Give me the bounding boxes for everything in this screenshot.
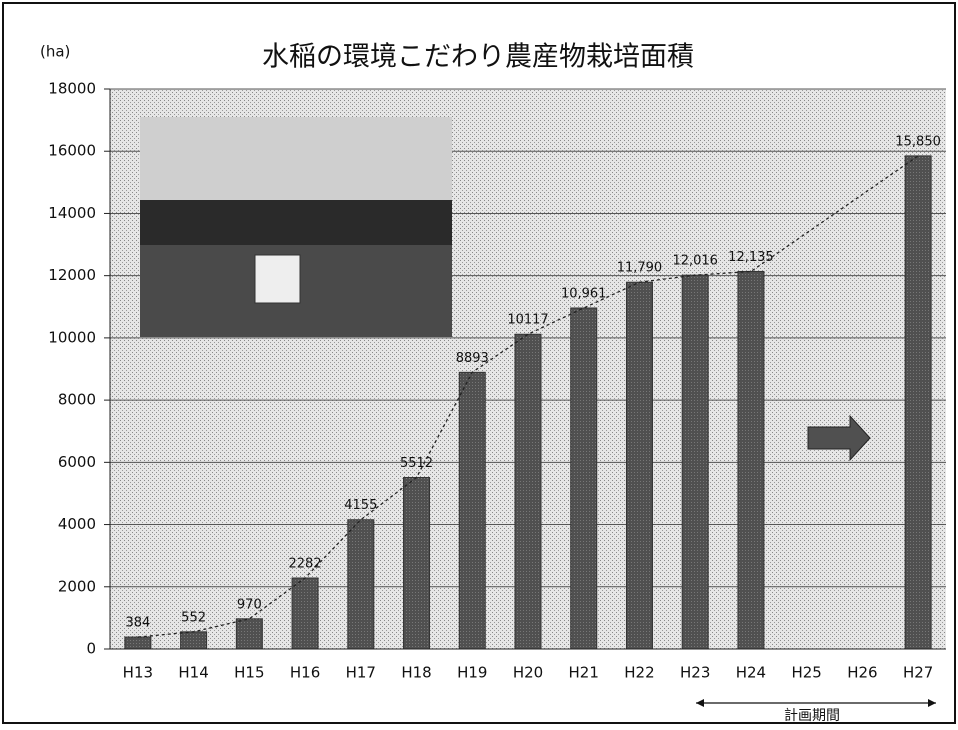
trend-line (137, 155, 919, 638)
x-tick-label: H19 (457, 664, 487, 682)
plan-arrowhead (928, 699, 936, 707)
data-label: 4155 (344, 498, 377, 513)
bar (124, 636, 152, 650)
x-tick-label: H22 (624, 664, 654, 682)
x-tick-label: H18 (401, 664, 431, 682)
y-axis-unit: (ha) (40, 43, 70, 61)
data-label: 11,790 (617, 261, 663, 276)
bar (403, 477, 431, 650)
plan-arrowhead (696, 699, 704, 707)
bar (291, 577, 319, 650)
bar (737, 270, 765, 650)
annotation: 計画期間 (784, 708, 840, 724)
bar (235, 618, 263, 650)
bar (681, 274, 709, 650)
y-tick-label: 12000 (48, 266, 96, 284)
y-tick-label: 8000 (58, 391, 96, 409)
y-tick-label: 4000 (58, 515, 96, 533)
data-label: 8893 (456, 351, 489, 366)
bar (570, 307, 598, 650)
data-label: 10,961 (561, 286, 607, 301)
data-label: 12,016 (672, 254, 718, 269)
y-tick-label: 14000 (48, 204, 96, 222)
bar (514, 333, 542, 650)
arrow-icon (807, 414, 871, 462)
bar (625, 281, 653, 650)
data-label: 15,850 (895, 134, 941, 149)
data-label: 2282 (289, 557, 322, 572)
x-tick-label: H13 (123, 664, 153, 682)
y-tick-label: 18000 (48, 80, 96, 98)
x-tick-label: H21 (569, 664, 599, 682)
x-tick-label: H23 (680, 664, 710, 682)
chart-title: 水稲の環境こだわり農産物栽培面積 (262, 42, 694, 73)
y-tick-label: 16000 (48, 142, 96, 160)
x-tick-label: H27 (903, 664, 933, 682)
y-tick-label: 2000 (58, 577, 96, 595)
x-tick-label: H20 (513, 664, 543, 682)
data-label: 12,135 (728, 250, 774, 265)
bar (904, 155, 932, 650)
data-label: 5512 (400, 456, 433, 471)
data-label: 10117 (507, 313, 548, 328)
y-tick-label: 0 (86, 640, 96, 658)
bar (180, 631, 208, 650)
x-tick-label: H26 (847, 664, 877, 682)
x-tick-label: H14 (178, 664, 208, 682)
y-tick-label: 10000 (48, 328, 96, 346)
x-tick-label: H16 (290, 664, 320, 682)
data-label: 552 (181, 610, 206, 625)
data-label: 970 (237, 597, 262, 612)
x-tick-label: H15 (234, 664, 264, 682)
bar (347, 519, 375, 650)
y-tick-label: 6000 (58, 453, 96, 471)
bar (458, 371, 486, 650)
x-tick-label: H24 (736, 664, 766, 682)
x-tick-label: H17 (346, 664, 376, 682)
x-tick-label: H25 (791, 664, 821, 682)
data-label: 384 (125, 616, 150, 631)
photo (140, 117, 452, 337)
